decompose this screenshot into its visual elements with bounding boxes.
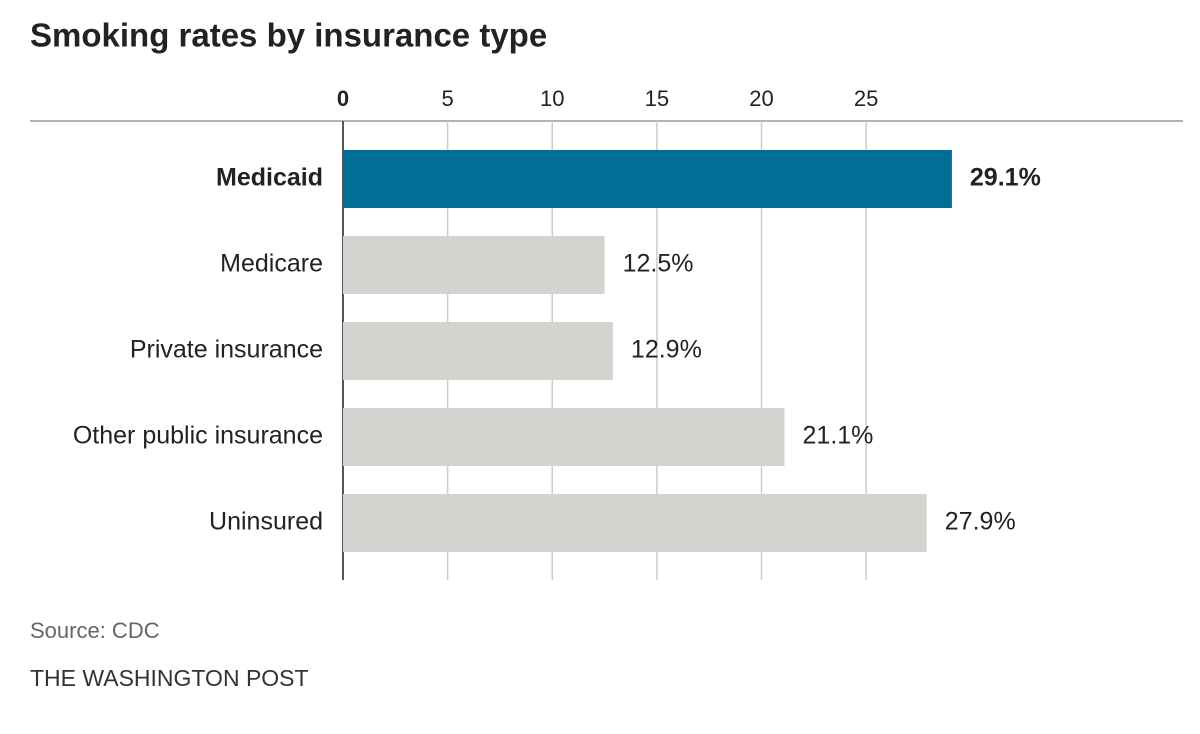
bar [343, 150, 952, 208]
value-label: 27.9% [945, 508, 1016, 536]
y-tick-label: Private insurance [130, 336, 323, 364]
x-tick-label: 20 [749, 86, 773, 111]
value-label: 12.9% [631, 336, 702, 364]
bar [343, 408, 785, 466]
value-label: 29.1% [970, 164, 1041, 192]
bar [343, 494, 927, 552]
bar [343, 236, 605, 294]
x-tick-label: 15 [645, 86, 669, 111]
y-tick-label: Uninsured [209, 508, 323, 536]
y-tick-label: Medicare [220, 250, 323, 278]
y-tick-label: Other public insurance [73, 422, 323, 450]
x-tick-label: 25 [854, 86, 878, 111]
chart-title: Smoking rates by insurance type [30, 17, 547, 54]
value-label: 21.1% [803, 422, 874, 450]
x-tick-label: 0 [337, 86, 349, 111]
y-tick-label: Medicaid [216, 164, 323, 192]
x-tick-label: 10 [540, 86, 564, 111]
x-tick-label: 5 [442, 86, 454, 111]
source: Source: CDC [30, 618, 160, 643]
value-label: 12.5% [623, 250, 694, 278]
bar [343, 322, 613, 380]
credit: THE WASHINGTON POST [30, 665, 309, 691]
